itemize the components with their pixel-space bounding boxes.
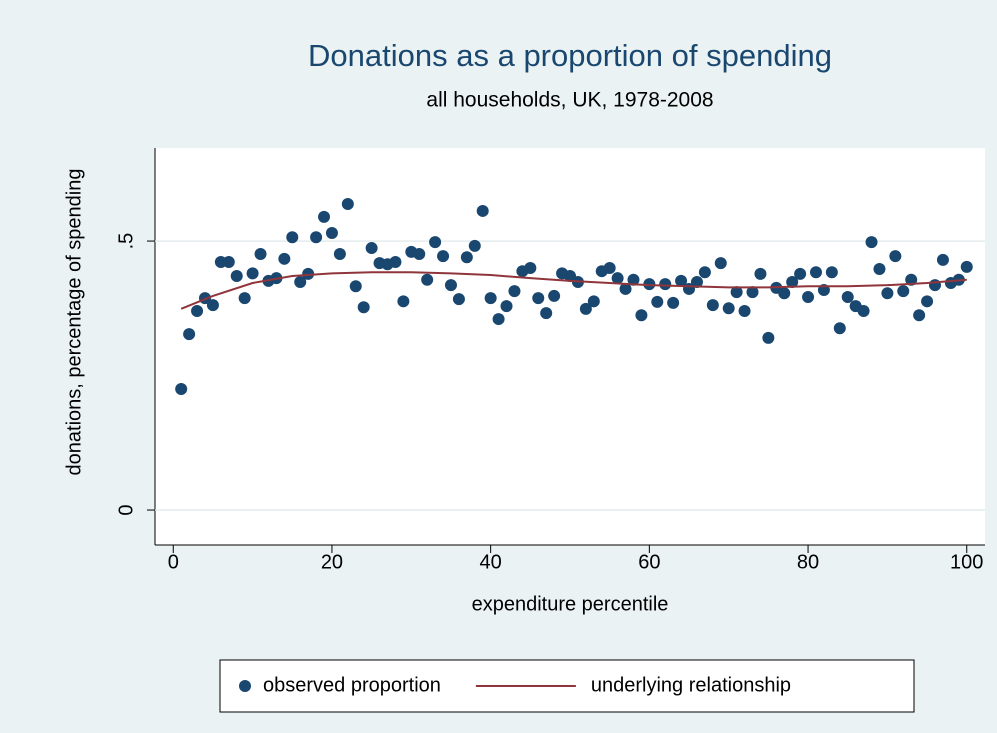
scatter-point	[762, 331, 775, 344]
legend-label: underlying relationship	[591, 674, 791, 696]
x-tick-label: 100	[950, 551, 983, 573]
scatter-point	[603, 261, 616, 274]
scatter-point	[318, 210, 331, 223]
scatter-point	[587, 295, 600, 308]
scatter-point	[452, 293, 465, 306]
y-tick-label: .5	[115, 233, 137, 250]
scatter-point	[294, 275, 307, 288]
scatter-point	[857, 304, 870, 317]
scatter-point	[643, 278, 656, 291]
legend-marker	[239, 680, 251, 692]
scatter-point	[254, 247, 267, 260]
scatter-point	[659, 278, 672, 291]
scatter-point	[778, 287, 791, 300]
scatter-point	[397, 295, 410, 308]
scatter-point	[913, 309, 926, 322]
scatter-point	[619, 282, 632, 295]
scatter-point	[444, 279, 457, 292]
scatter-point	[389, 256, 402, 269]
scatter-point	[960, 260, 973, 273]
scatter-point	[794, 267, 807, 280]
trend-line	[180, 271, 967, 310]
scatter-point	[881, 287, 894, 300]
scatter-point	[246, 267, 259, 280]
scatter-point	[667, 296, 680, 309]
scatter-point	[484, 292, 497, 305]
scatter-point	[421, 273, 434, 286]
scatter-point	[175, 382, 188, 395]
scatter-point	[437, 250, 450, 263]
scatter-point	[929, 279, 942, 292]
scatter-point	[825, 266, 838, 279]
scatter-point	[230, 270, 243, 283]
scatter-point	[802, 291, 815, 304]
scatter-point	[540, 307, 553, 320]
scatter-point	[921, 295, 934, 308]
scatter-point	[833, 322, 846, 335]
scatter-point	[746, 286, 759, 299]
scatter-point	[183, 328, 196, 341]
x-tick-label: 20	[321, 551, 343, 573]
scatter-point	[310, 231, 323, 244]
plot-area	[155, 148, 985, 545]
scatter-point	[936, 253, 949, 266]
scatter-point	[754, 267, 767, 280]
x-tick-label: 40	[480, 551, 502, 573]
scatter-point	[548, 289, 561, 302]
chart-subtitle: all households, UK, 1978-2008	[426, 89, 713, 112]
scatter-point	[651, 295, 664, 308]
scatter-point	[865, 236, 878, 249]
scatter-point	[841, 291, 854, 304]
scatter-point	[524, 261, 537, 274]
scatter-point	[302, 267, 315, 280]
scatter-point	[722, 302, 735, 315]
scatter-point	[413, 247, 426, 260]
y-tick-label: 0	[115, 504, 137, 515]
scatter-point	[889, 250, 902, 263]
scatter-point	[635, 309, 648, 322]
scatter-point	[476, 204, 489, 217]
y-axis-label: donations, percentage of spending	[63, 169, 85, 476]
scatter-point	[349, 280, 362, 293]
x-axis-label: expenditure percentile	[472, 593, 669, 615]
scatter-point	[460, 251, 473, 264]
scatter-point	[333, 247, 346, 260]
scatter-point	[191, 304, 204, 317]
scatter-point	[579, 302, 592, 315]
scatter-point	[706, 299, 719, 312]
scatter-point	[341, 197, 354, 210]
scatter-point	[675, 274, 688, 287]
scatter-point	[532, 292, 545, 305]
scatter-point	[206, 299, 219, 312]
x-tick-label: 60	[638, 551, 660, 573]
scatter-point	[714, 257, 727, 270]
scatter-point	[873, 263, 886, 276]
scatter-point	[500, 300, 513, 313]
scatter-point	[357, 301, 370, 314]
x-tick-label: 80	[797, 551, 819, 573]
scatter-point	[698, 266, 711, 279]
scatter-point	[611, 272, 624, 285]
scatter-point	[325, 226, 338, 239]
scatter-point	[809, 266, 822, 279]
legend-label: observed proportion	[263, 674, 441, 696]
scatter-point	[222, 256, 235, 269]
scatter-point	[429, 236, 442, 249]
scatter-point	[897, 285, 910, 298]
scatter-point	[492, 313, 505, 326]
scatter-point	[365, 242, 378, 255]
scatter-point	[508, 285, 521, 298]
scatter-point	[238, 292, 251, 305]
scatter-point	[627, 273, 640, 286]
scatter-point	[278, 252, 291, 265]
x-tick-label: 0	[168, 551, 179, 573]
chart-title: Donations as a proportion of spending	[308, 38, 832, 73]
scatter-point	[468, 239, 481, 252]
scatter-point	[286, 231, 299, 244]
scatter-point	[738, 304, 751, 317]
scatter-point	[786, 275, 799, 288]
scatter-point	[690, 275, 703, 288]
scatter-point	[730, 286, 743, 299]
